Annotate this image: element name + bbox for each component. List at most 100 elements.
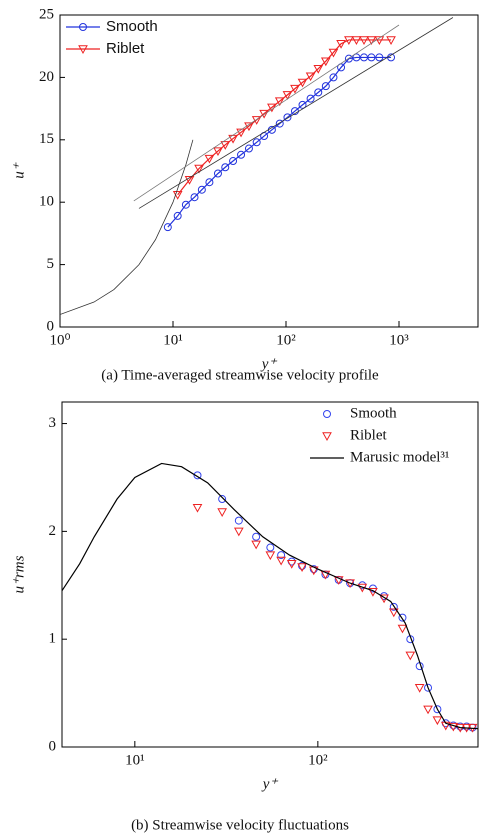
marker: [251, 540, 261, 550]
plot-frame: [59, 14, 479, 328]
marker: [424, 683, 433, 692]
x-tick-label: 10³: [389, 332, 409, 348]
marker: [314, 88, 323, 97]
marker: [286, 560, 297, 569]
marker: [274, 97, 285, 107]
marker: [306, 94, 315, 103]
legend-marker: [78, 45, 88, 55]
marker: [290, 84, 300, 94]
marker: [423, 705, 433, 715]
marker: [275, 119, 284, 128]
marker: [374, 36, 385, 45]
marker: [283, 113, 292, 122]
y-tick-label: 15: [39, 131, 54, 147]
marker: [397, 624, 408, 634]
legend-marker: [323, 410, 331, 418]
marker: [194, 164, 204, 174]
series-line: [133, 24, 400, 202]
caption: (b) Streamwise velocity fluctuations: [131, 817, 349, 833]
y-tick-label: 5: [47, 256, 55, 272]
marker: [204, 154, 215, 164]
x-tick-label: 10²: [308, 752, 328, 768]
marker: [244, 144, 253, 153]
marker: [389, 602, 398, 611]
marker: [259, 109, 269, 119]
legend-marker: [79, 23, 87, 31]
marker: [367, 53, 376, 62]
marker: [328, 48, 339, 58]
marker: [344, 36, 354, 45]
x-tick-label: 10²: [276, 332, 296, 348]
marker: [244, 122, 254, 132]
marker: [217, 508, 228, 517]
marker: [193, 471, 202, 480]
marker: [320, 57, 331, 67]
marker: [313, 64, 324, 74]
y-tick-label: 1: [49, 631, 57, 647]
legend-label: Smooth: [106, 18, 158, 35]
marker: [386, 36, 396, 45]
marker: [266, 543, 275, 552]
y-axis-label: u⁺rms: [11, 555, 27, 593]
marker: [184, 176, 195, 185]
marker: [305, 72, 316, 82]
legend-label: Marusic model³¹: [350, 449, 449, 465]
marker: [192, 503, 203, 513]
marker: [329, 73, 338, 82]
y-tick-label: 2: [49, 523, 57, 539]
x-axis-label: y⁺: [261, 776, 279, 792]
marker: [252, 532, 261, 541]
plot-frame: [61, 401, 479, 748]
legend-label: Riblet: [350, 427, 387, 443]
x-tick-label: 10⁰: [49, 332, 70, 348]
marker: [251, 116, 262, 125]
marker: [276, 556, 286, 566]
marker: [448, 722, 459, 732]
y-tick-label: 20: [39, 69, 54, 85]
marker: [181, 200, 190, 209]
marker: [221, 163, 230, 172]
caption: (a) Time-averaged streamwise velocity pr…: [101, 367, 379, 383]
series-line: [62, 462, 478, 730]
series-line: [138, 17, 454, 209]
marker: [163, 223, 172, 232]
x-tick-label: 10¹: [163, 332, 183, 348]
legend-label: Riblet: [106, 40, 145, 57]
marker: [366, 36, 377, 45]
marker: [405, 651, 416, 661]
series-line: [60, 139, 194, 315]
marker: [197, 185, 206, 194]
marker: [173, 211, 182, 220]
marker: [333, 576, 344, 585]
marker: [297, 563, 307, 572]
marker: [213, 147, 223, 157]
marker: [388, 608, 399, 618]
marker: [205, 178, 214, 187]
x-axis-label: y⁺: [260, 356, 278, 372]
marker: [414, 684, 425, 693]
marker: [351, 36, 362, 45]
marker: [297, 78, 308, 88]
y-tick-label: 25: [39, 6, 54, 22]
marker: [336, 40, 346, 49]
marker: [252, 138, 261, 147]
marker: [298, 100, 307, 109]
marker: [229, 157, 238, 166]
marker: [282, 91, 293, 100]
y-tick-label: 0: [49, 738, 57, 754]
series-line: [167, 56, 392, 228]
marker: [320, 570, 331, 580]
marker: [433, 705, 442, 714]
y-axis-label: u⁺: [11, 162, 27, 179]
marker: [265, 551, 276, 561]
marker: [213, 169, 222, 178]
y-tick-label: 3: [49, 415, 57, 431]
marker: [359, 36, 369, 45]
x-tick-label: 10¹: [125, 752, 145, 768]
marker: [375, 53, 384, 62]
marker: [344, 54, 353, 63]
marker: [218, 495, 227, 504]
marker: [398, 613, 407, 622]
marker: [352, 53, 361, 62]
